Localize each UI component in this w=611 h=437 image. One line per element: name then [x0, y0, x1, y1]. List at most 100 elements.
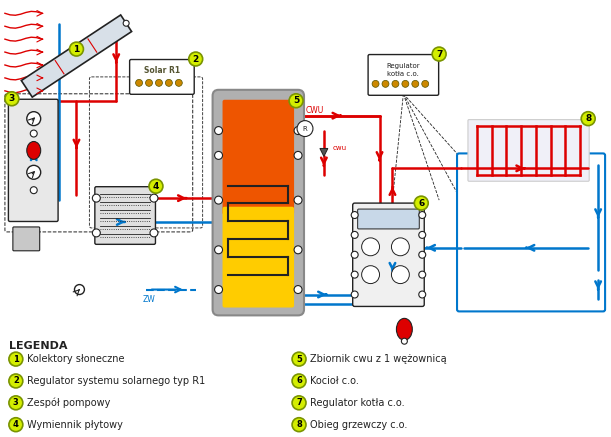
FancyBboxPatch shape — [353, 203, 424, 306]
Circle shape — [166, 80, 172, 87]
Circle shape — [351, 271, 358, 278]
Text: kotła c.o.: kotła c.o. — [387, 71, 419, 77]
FancyBboxPatch shape — [213, 90, 304, 316]
FancyBboxPatch shape — [130, 59, 194, 94]
Text: Regulator kotła c.o.: Regulator kotła c.o. — [310, 398, 404, 408]
Circle shape — [214, 246, 222, 254]
Circle shape — [294, 285, 302, 294]
Circle shape — [392, 238, 409, 256]
Text: LEGENDA: LEGENDA — [9, 341, 67, 351]
Text: 3: 3 — [13, 398, 19, 407]
Text: R: R — [302, 125, 307, 132]
Circle shape — [412, 80, 419, 87]
Text: 8: 8 — [585, 114, 591, 123]
Circle shape — [351, 291, 358, 298]
Text: 2: 2 — [192, 55, 199, 63]
Text: Wymiennik płytowy: Wymiennik płytowy — [27, 420, 123, 430]
Circle shape — [9, 418, 23, 432]
Circle shape — [9, 396, 23, 410]
Circle shape — [5, 92, 19, 106]
Circle shape — [294, 246, 302, 254]
FancyBboxPatch shape — [13, 227, 40, 251]
Text: 4: 4 — [13, 420, 19, 429]
Circle shape — [9, 374, 23, 388]
Text: Obieg grzewczy c.o.: Obieg grzewczy c.o. — [310, 420, 408, 430]
Text: 5: 5 — [293, 96, 299, 105]
Circle shape — [136, 80, 142, 87]
Circle shape — [150, 194, 158, 202]
Circle shape — [419, 271, 426, 278]
FancyBboxPatch shape — [368, 55, 439, 95]
Circle shape — [401, 338, 408, 344]
Circle shape — [382, 80, 389, 87]
Text: 6: 6 — [418, 198, 425, 208]
Text: 5: 5 — [296, 354, 302, 364]
Circle shape — [289, 94, 303, 108]
Circle shape — [294, 152, 302, 160]
Circle shape — [92, 229, 100, 237]
Circle shape — [31, 130, 37, 137]
Circle shape — [351, 251, 358, 258]
Text: Regulator systemu solarnego typ R1: Regulator systemu solarnego typ R1 — [27, 376, 205, 386]
Polygon shape — [21, 15, 131, 97]
Circle shape — [292, 418, 306, 432]
Circle shape — [292, 374, 306, 388]
Text: Zbiornik cwu z 1 wężownicą: Zbiornik cwu z 1 wężownicą — [310, 354, 447, 364]
Circle shape — [402, 80, 409, 87]
Circle shape — [432, 47, 446, 61]
Circle shape — [292, 396, 306, 410]
Ellipse shape — [397, 319, 412, 340]
Circle shape — [294, 127, 302, 135]
Circle shape — [294, 196, 302, 204]
Circle shape — [214, 285, 222, 294]
Text: 1: 1 — [73, 45, 79, 54]
Circle shape — [392, 266, 409, 284]
Circle shape — [297, 121, 313, 136]
Text: CWU: CWU — [306, 106, 324, 115]
Circle shape — [419, 291, 426, 298]
Text: 8: 8 — [296, 420, 302, 429]
Circle shape — [214, 127, 222, 135]
Circle shape — [70, 42, 84, 56]
Circle shape — [155, 80, 163, 87]
Circle shape — [414, 196, 428, 210]
FancyBboxPatch shape — [95, 187, 155, 244]
Text: Kocioł c.o.: Kocioł c.o. — [310, 376, 359, 386]
Circle shape — [419, 232, 426, 238]
Circle shape — [189, 52, 203, 66]
Circle shape — [422, 80, 429, 87]
Text: 3: 3 — [9, 94, 15, 103]
Circle shape — [75, 284, 84, 295]
Text: ZW: ZW — [142, 295, 155, 304]
Circle shape — [392, 80, 399, 87]
Circle shape — [362, 238, 379, 256]
FancyBboxPatch shape — [457, 153, 605, 312]
Text: 4: 4 — [153, 182, 159, 191]
Text: cwu: cwu — [333, 146, 347, 152]
Circle shape — [145, 80, 153, 87]
Circle shape — [27, 165, 41, 179]
FancyBboxPatch shape — [357, 209, 419, 229]
Circle shape — [214, 196, 222, 204]
Circle shape — [123, 20, 129, 26]
Circle shape — [419, 212, 426, 218]
Text: 2: 2 — [13, 376, 19, 385]
FancyBboxPatch shape — [9, 99, 58, 222]
Circle shape — [92, 194, 100, 202]
Text: 7: 7 — [436, 49, 442, 59]
Text: Kolektory słoneczne: Kolektory słoneczne — [27, 354, 124, 364]
Text: 1: 1 — [13, 354, 19, 364]
Circle shape — [214, 152, 222, 160]
FancyBboxPatch shape — [222, 100, 294, 215]
Circle shape — [149, 179, 163, 193]
Circle shape — [31, 187, 37, 194]
Circle shape — [175, 80, 182, 87]
Circle shape — [372, 80, 379, 87]
Text: 7: 7 — [296, 398, 302, 407]
Circle shape — [292, 352, 306, 366]
Circle shape — [419, 251, 426, 258]
Circle shape — [362, 266, 379, 284]
Text: Regulator: Regulator — [387, 63, 420, 69]
FancyBboxPatch shape — [222, 207, 294, 308]
Text: Zespół pompowy: Zespół pompowy — [27, 398, 110, 408]
